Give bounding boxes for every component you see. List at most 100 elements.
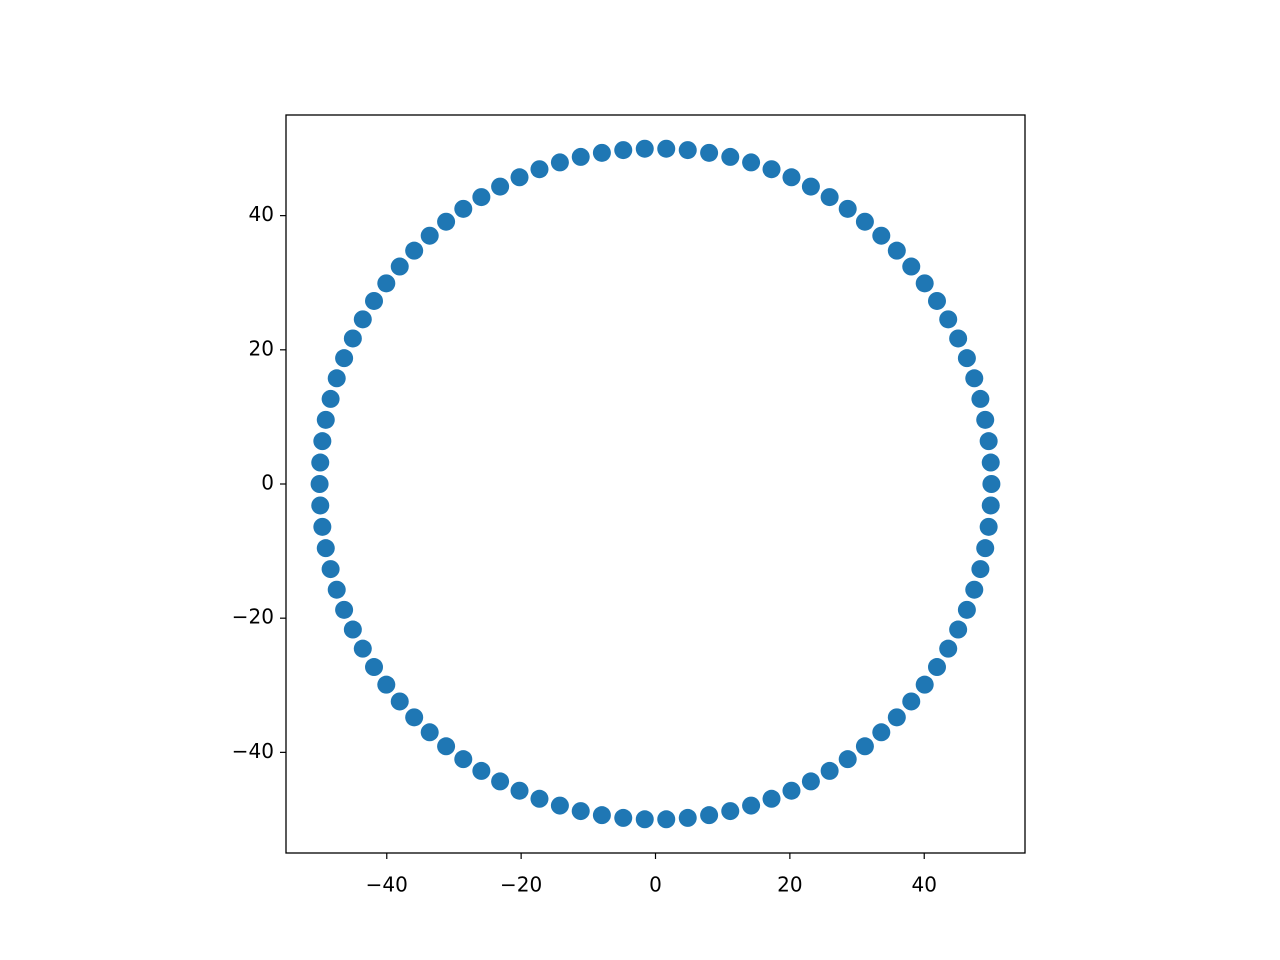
scatter-point bbox=[678, 808, 697, 827]
scatter-point bbox=[902, 257, 921, 276]
scatter-point bbox=[927, 291, 946, 310]
y-tick-label: −40 bbox=[232, 739, 274, 763]
x-tick-label: 20 bbox=[777, 873, 802, 897]
scatter-point bbox=[981, 453, 1000, 472]
scatter-point bbox=[530, 160, 549, 179]
y-tick-label: 0 bbox=[261, 471, 274, 495]
scatter-point bbox=[976, 410, 995, 429]
scatter-point bbox=[390, 692, 409, 711]
scatter-point bbox=[965, 580, 984, 599]
y-tick-label: 20 bbox=[249, 336, 274, 360]
scatter-point bbox=[550, 796, 569, 815]
scatter-point bbox=[491, 177, 510, 196]
scatter-point bbox=[979, 517, 998, 536]
scatter-point bbox=[313, 432, 332, 451]
scatter-point bbox=[454, 199, 473, 218]
scatter-point bbox=[957, 600, 976, 619]
scatter-point bbox=[390, 257, 409, 276]
scatter-point bbox=[437, 212, 456, 231]
scatter-point bbox=[979, 432, 998, 451]
scatter-point bbox=[311, 453, 330, 472]
scatter-point bbox=[327, 580, 346, 599]
scatter-point bbox=[678, 141, 697, 160]
scatter-point bbox=[801, 177, 820, 196]
scatter-point bbox=[405, 241, 424, 260]
scatter-point bbox=[377, 675, 396, 694]
scatter-point bbox=[491, 772, 510, 791]
scatter-point bbox=[377, 274, 396, 293]
scatter-point bbox=[657, 139, 676, 158]
scatter-point bbox=[592, 143, 611, 162]
x-tick-label: 40 bbox=[912, 873, 937, 897]
y-tick-label: −20 bbox=[232, 605, 274, 629]
plot-frame bbox=[285, 114, 1026, 854]
scatter-point bbox=[700, 143, 719, 162]
scatter-point bbox=[838, 199, 857, 218]
scatter-point bbox=[965, 369, 984, 388]
scatter-point bbox=[592, 806, 611, 825]
scatter-point bbox=[510, 168, 529, 187]
scatter-point bbox=[614, 808, 633, 827]
scatter-point bbox=[635, 810, 654, 829]
scatter-point bbox=[550, 153, 569, 172]
scatter-point bbox=[742, 796, 761, 815]
y-tick-label: 40 bbox=[249, 202, 274, 226]
scatter-point bbox=[510, 781, 529, 800]
scatter-point bbox=[343, 329, 362, 348]
scatter-point bbox=[855, 737, 874, 756]
scatter-point bbox=[971, 560, 990, 579]
scatter-point bbox=[321, 389, 340, 408]
scatter-point bbox=[782, 168, 801, 187]
scatter-point bbox=[939, 639, 958, 658]
scatter-point bbox=[915, 274, 934, 293]
scatter-point bbox=[820, 188, 839, 207]
x-tick-label: 0 bbox=[649, 873, 662, 897]
scatter-point bbox=[335, 600, 354, 619]
scatter-point bbox=[927, 658, 946, 677]
scatter-point bbox=[311, 496, 330, 515]
scatter-point bbox=[327, 369, 346, 388]
scatter-point bbox=[353, 310, 372, 329]
scatter-point bbox=[614, 141, 633, 160]
scatter-point bbox=[700, 806, 719, 825]
scatter-point bbox=[762, 789, 781, 808]
scatter-point bbox=[437, 737, 456, 756]
scatter-point bbox=[335, 349, 354, 368]
scatter-point bbox=[801, 772, 820, 791]
scatter-point bbox=[902, 692, 921, 711]
scatter-point bbox=[971, 389, 990, 408]
scatter-point bbox=[742, 153, 761, 172]
scatter-point bbox=[310, 475, 329, 493]
scatter-point bbox=[571, 802, 590, 821]
scatter-point bbox=[982, 475, 1001, 493]
scatter-point bbox=[365, 658, 384, 677]
scatter-point bbox=[721, 147, 740, 166]
scatter-point bbox=[530, 789, 549, 808]
scatter-point bbox=[316, 410, 335, 429]
scatter-point bbox=[472, 188, 491, 207]
scatter-point bbox=[365, 291, 384, 310]
scatter-point bbox=[472, 761, 491, 780]
scatter-point bbox=[887, 241, 906, 260]
scatter-point bbox=[949, 329, 968, 348]
scatter-point bbox=[782, 781, 801, 800]
x-tick-label: −40 bbox=[366, 873, 408, 897]
scatter-point bbox=[343, 620, 362, 639]
scatter-point bbox=[820, 761, 839, 780]
scatter-point bbox=[454, 750, 473, 769]
scatter-point bbox=[762, 160, 781, 179]
scatter-point bbox=[657, 810, 676, 829]
scatter-point bbox=[405, 708, 424, 727]
scatter-point bbox=[939, 310, 958, 329]
scatter-point bbox=[571, 147, 590, 166]
scatter-point bbox=[316, 539, 335, 558]
scatter-point bbox=[957, 349, 976, 368]
scatter-point bbox=[313, 517, 332, 536]
scatter-point bbox=[420, 723, 439, 742]
scatter-point bbox=[855, 212, 874, 231]
scatter-point bbox=[872, 226, 891, 245]
scatter-point bbox=[721, 802, 740, 821]
scatter-point bbox=[915, 675, 934, 694]
